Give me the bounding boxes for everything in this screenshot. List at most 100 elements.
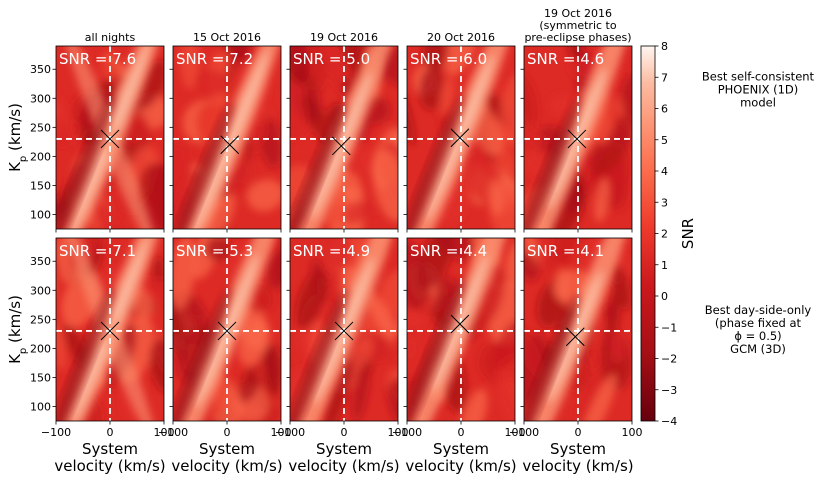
x-axis-label: velocity (km/s) bbox=[522, 457, 633, 475]
x-tick-label: −100 bbox=[509, 426, 539, 439]
heatmap-blob bbox=[93, 198, 124, 229]
heatmap-blob bbox=[194, 68, 229, 96]
x-axis-label: velocity (km/s) bbox=[405, 457, 516, 475]
x-tick-label: −100 bbox=[41, 426, 71, 439]
dark-band bbox=[407, 280, 465, 421]
heatmap-blob bbox=[238, 317, 270, 366]
panel-r2-c1: SNR = 7.1 bbox=[52, 237, 165, 425]
row-label: PHOENIX (1D) bbox=[718, 83, 799, 97]
heatmap-blob bbox=[505, 239, 515, 291]
heatmap-blob bbox=[407, 310, 425, 331]
heatmap-blob bbox=[549, 94, 573, 116]
x-tick-label: 100 bbox=[505, 426, 526, 439]
heatmap-blob bbox=[524, 71, 538, 127]
y-axis-label-subscript: p bbox=[18, 156, 29, 162]
heatmap-blob bbox=[407, 335, 427, 379]
peak-marker-x bbox=[331, 136, 351, 156]
y-tick-label: 200 bbox=[30, 150, 51, 163]
panel-r1-c4: SNR = 6.0 bbox=[403, 45, 516, 233]
y-axis-label: Kp (km/s) bbox=[6, 103, 29, 172]
y-tick-label: 150 bbox=[30, 371, 51, 384]
snr-label: SNR = 7.6 bbox=[59, 50, 136, 68]
peak-marker-x bbox=[100, 321, 120, 341]
heatmap-blob bbox=[173, 238, 196, 311]
heatmap-fill bbox=[290, 238, 398, 421]
colorbar-tick-label: −2 bbox=[661, 353, 677, 366]
y-tick-label: 200 bbox=[30, 342, 51, 355]
x-tick-label: 0 bbox=[341, 426, 348, 439]
column-title: 19 Oct 2016 bbox=[544, 7, 612, 20]
heatmap-blob bbox=[384, 46, 398, 86]
heatmap-blob bbox=[594, 177, 610, 223]
heatmap-blob bbox=[608, 331, 625, 364]
heatmap-blob bbox=[180, 46, 200, 90]
row-label: Best day-side-only bbox=[705, 303, 812, 317]
heatmap-blob bbox=[205, 238, 231, 262]
y-axis-label-k: K bbox=[6, 161, 24, 172]
y-axis-label-units: (km/s) bbox=[6, 103, 24, 156]
dark-band bbox=[173, 101, 235, 229]
heatmap-blob bbox=[247, 179, 281, 212]
peak-marker-x bbox=[217, 321, 237, 341]
heatmap-blob bbox=[499, 73, 515, 146]
heatmap-blob bbox=[524, 127, 546, 149]
snr-label: SNR = 5.0 bbox=[293, 50, 370, 68]
peak-marker-x bbox=[450, 314, 470, 334]
heatmap-blob bbox=[620, 70, 632, 115]
peak-marker-x bbox=[450, 128, 470, 148]
dark-band bbox=[290, 287, 349, 421]
x-axis-label: velocity (km/s) bbox=[54, 457, 165, 475]
heatmap-blob bbox=[145, 277, 164, 300]
y-tick-label: 250 bbox=[30, 121, 51, 134]
snr-label: SNR = 7.1 bbox=[59, 242, 136, 260]
dark-band bbox=[290, 102, 346, 229]
column-title: pre-eclipse phases) bbox=[524, 31, 631, 44]
column-title: 19 Oct 2016 bbox=[310, 31, 378, 44]
x-tick-label: 100 bbox=[271, 426, 292, 439]
x-tick-label: 100 bbox=[388, 426, 409, 439]
heatmap-blob bbox=[439, 76, 455, 117]
peak-marker-x bbox=[565, 327, 585, 347]
heatmap-blob bbox=[422, 46, 449, 72]
colorbar-tick-label: −4 bbox=[661, 415, 677, 428]
panel-r1-c5: SNR = 4.6 bbox=[520, 45, 633, 233]
y-axis-label-subscript: p bbox=[18, 348, 29, 354]
colorbar-tick-label: 1 bbox=[661, 259, 668, 272]
peak-marker-x bbox=[334, 321, 354, 341]
y-axis-label-units: (km/s) bbox=[6, 295, 24, 348]
colorbar-tick-label: 6 bbox=[661, 103, 668, 116]
snr-label: SNR = 4.1 bbox=[527, 242, 604, 260]
x-tick-label: 0 bbox=[107, 426, 114, 439]
snr-label: SNR = 6.0 bbox=[410, 50, 487, 68]
x-tick-label: −100 bbox=[275, 426, 305, 439]
y-tick-label: 350 bbox=[30, 255, 51, 268]
y-tick-label: 300 bbox=[30, 284, 51, 297]
heatmap-blob bbox=[524, 325, 546, 381]
row-label: model bbox=[740, 96, 776, 110]
colorbar-tick-label: 4 bbox=[661, 165, 668, 178]
heatmap-blob bbox=[582, 374, 617, 421]
x-axis-label: velocity (km/s) bbox=[288, 457, 399, 475]
row-label: GCM (3D) bbox=[730, 342, 786, 356]
heatmap-blob bbox=[56, 322, 66, 371]
x-axis-label: System bbox=[550, 440, 606, 458]
colorbar: −4 −3 −2 −1 0 1 2 3 4 5 6 7 8 SNR bbox=[640, 40, 697, 428]
column-title: (symmetric to bbox=[539, 19, 616, 32]
x-axis-label: System bbox=[199, 440, 255, 458]
panel-r2-c3: SNR = 4.9 bbox=[286, 237, 399, 425]
snr-label: SNR = 7.2 bbox=[176, 50, 253, 68]
heatmap-fill bbox=[173, 238, 281, 421]
dark-band bbox=[173, 287, 232, 421]
column-title: 20 Oct 2016 bbox=[427, 31, 495, 44]
colorbar-tick-label: 3 bbox=[661, 196, 668, 209]
colorbar-tick-label: −1 bbox=[661, 321, 677, 334]
panel-r2-c5: SNR = 4.1 bbox=[520, 237, 633, 425]
y-tick-label: 100 bbox=[30, 208, 51, 221]
panel-r1-c1: SNR = 7.6 bbox=[52, 45, 165, 233]
panel-r1-c2: SNR = 7.2 bbox=[169, 45, 282, 233]
colorbar-label: SNR bbox=[679, 218, 697, 249]
heatmap-blob bbox=[460, 388, 488, 421]
x-tick-label: 0 bbox=[458, 426, 465, 439]
